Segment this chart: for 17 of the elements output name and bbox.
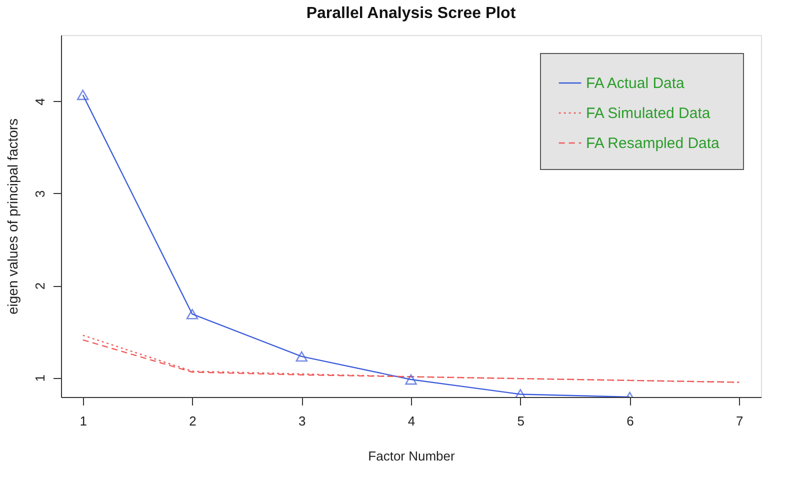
x-tick-label: 1 [80,414,87,428]
x-tick-label: 2 [189,414,196,428]
y-axis-title: eigen values of principal factors [4,118,20,315]
y-tick-label: 3 [32,190,48,198]
legend-label: FA Actual Data [586,75,686,92]
legend-label: FA Simulated Data [586,105,711,122]
chart-title: Parallel Analysis Scree Plot [306,5,516,22]
x-tick-label: 5 [517,414,524,428]
y-tick-label: 4 [32,98,48,106]
x-tick-label: 7 [736,414,744,428]
x-tick-label: 4 [408,414,416,428]
x-tick-label: 6 [626,414,634,428]
x-tick-label: 3 [298,414,306,428]
legend-label: FA Resampled Data [586,135,720,152]
y-tick-label: 1 [32,374,48,382]
x-axis-title: Factor Number [368,448,456,464]
y-tick-label: 2 [32,282,48,290]
